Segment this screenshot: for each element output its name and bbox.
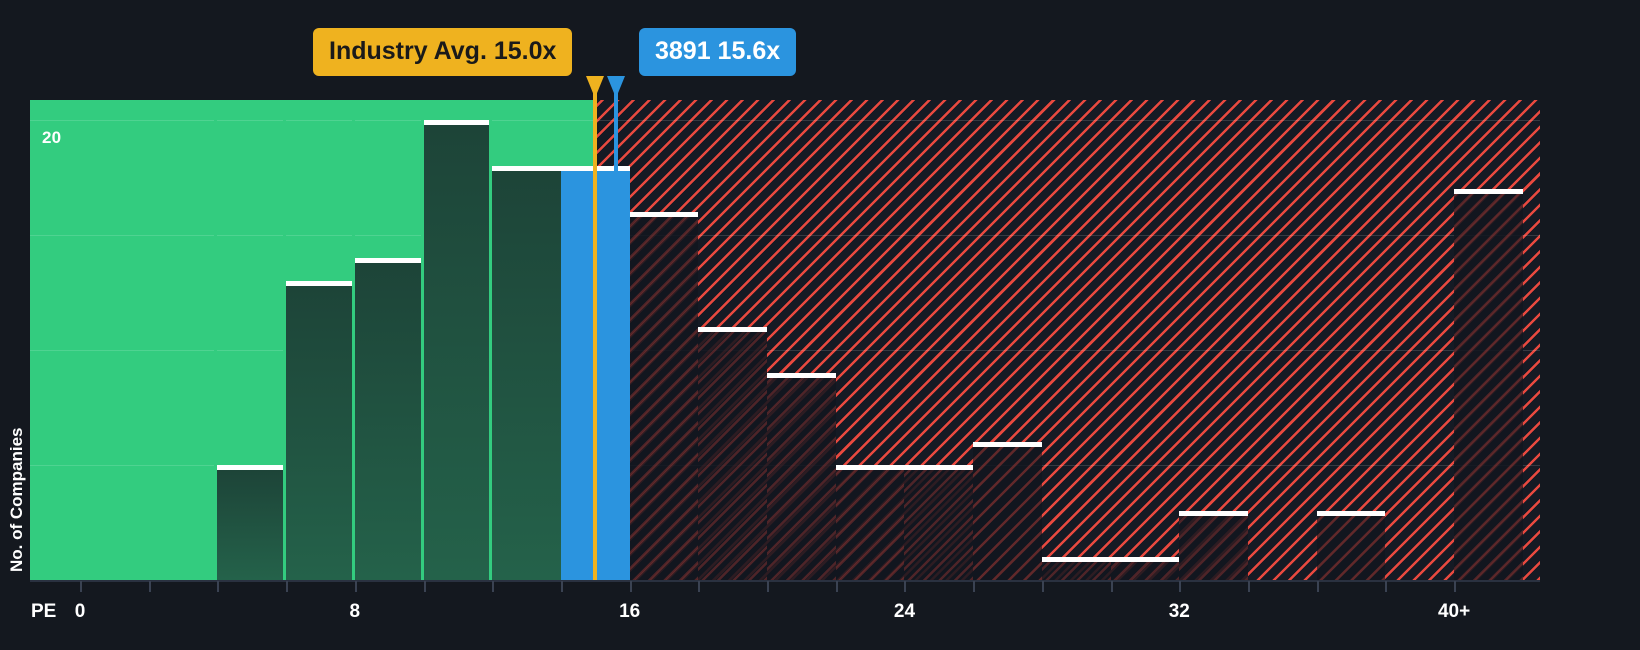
company-pe-marker-line — [613, 80, 618, 580]
bar-20-22[interactable] — [767, 373, 836, 580]
bar-separator — [351, 100, 355, 580]
x-tick — [1248, 581, 1250, 592]
industry-average-marker-line — [593, 80, 598, 580]
x-tick-label-0: 0 — [74, 601, 86, 622]
x-tick — [423, 581, 426, 592]
y-axis-title: No. of Companies — [7, 427, 26, 572]
x-tick — [1179, 581, 1182, 592]
x-tick — [80, 581, 82, 592]
bar-36-38[interactable] — [1316, 511, 1386, 580]
x-tick-label-32: 32 — [1168, 601, 1190, 622]
bar-16-18[interactable] — [629, 212, 699, 580]
industry-average-tooltip[interactable]: Industry Avg. 15.0x — [313, 28, 605, 98]
bar-26-28[interactable] — [973, 442, 1042, 580]
x-axis-line — [30, 580, 1540, 582]
x-tick — [286, 581, 289, 592]
bar-32-34[interactable] — [1179, 511, 1248, 580]
bar-30-32[interactable] — [1110, 557, 1180, 580]
x-tick — [217, 581, 220, 592]
gridline — [30, 350, 1540, 351]
x-tick-label-40+: 40+ — [1437, 601, 1471, 622]
x-tick — [1110, 581, 1113, 592]
bar-separator — [283, 100, 287, 580]
y-tick-label-20: 20 — [42, 128, 62, 147]
bar-separator — [214, 100, 218, 580]
x-axis-title: PE — [31, 601, 57, 622]
x-tick — [560, 581, 563, 592]
gridline — [30, 235, 1540, 236]
x-tick — [973, 581, 976, 592]
x-tick — [698, 581, 701, 592]
x-tick — [354, 581, 357, 592]
bar-24-26[interactable] — [904, 465, 974, 580]
x-tick — [1385, 581, 1388, 592]
bar-18-20[interactable] — [698, 327, 768, 580]
x-tick — [904, 581, 907, 592]
tooltip-tail — [606, 75, 625, 98]
x-tick-label-16: 16 — [619, 601, 641, 622]
x-tick — [1041, 581, 1044, 592]
x-tick — [1316, 581, 1319, 592]
bar-22-24[interactable] — [835, 465, 905, 580]
gridline — [30, 120, 1540, 121]
bar-40+[interactable] — [1454, 189, 1523, 580]
x-tick — [492, 581, 495, 592]
bar-10-12[interactable] — [423, 120, 493, 580]
x-tick — [835, 581, 838, 592]
x-tick — [1454, 581, 1457, 592]
bar-28-30[interactable] — [1041, 557, 1111, 580]
company-pe-label: 3891 15.6x — [655, 37, 781, 65]
bar-separator — [420, 100, 424, 580]
tooltip-tail — [586, 75, 605, 98]
bar-4-6[interactable] — [217, 465, 287, 580]
x-tick-label-8: 8 — [349, 601, 361, 622]
industry-average-label: Industry Avg. 15.0x — [329, 37, 557, 65]
plot-area: 20 No. of Companies — [7, 100, 1540, 580]
x-tick — [767, 581, 770, 592]
x-tick — [629, 581, 632, 592]
bar-12-14[interactable] — [492, 166, 561, 580]
bar-separator — [489, 100, 493, 580]
company-pe-tooltip[interactable]: 3891 15.6x — [606, 28, 797, 98]
x-tick — [148, 581, 151, 592]
x-tick-label-24: 24 — [893, 601, 916, 622]
bar-6-8[interactable] — [286, 281, 355, 580]
bar-8-10[interactable] — [354, 258, 424, 580]
